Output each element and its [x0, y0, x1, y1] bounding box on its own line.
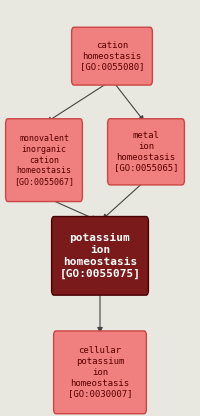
Text: monovalent
inorganic
cation
homeostasis
[GO:0055067]: monovalent inorganic cation homeostasis …: [14, 134, 74, 186]
FancyBboxPatch shape: [52, 216, 148, 295]
FancyBboxPatch shape: [6, 119, 82, 202]
Text: cation
homeostasis
[GO:0055080]: cation homeostasis [GO:0055080]: [80, 41, 144, 72]
FancyBboxPatch shape: [108, 119, 184, 185]
Text: metal
ion
homeostasis
[GO:0055065]: metal ion homeostasis [GO:0055065]: [114, 131, 178, 173]
FancyBboxPatch shape: [54, 331, 146, 414]
Text: cellular
potassium
ion
homeostasis
[GO:0030007]: cellular potassium ion homeostasis [GO:0…: [68, 346, 132, 399]
FancyBboxPatch shape: [72, 27, 152, 85]
Text: potassium
ion
homeostasis
[GO:0055075]: potassium ion homeostasis [GO:0055075]: [60, 233, 140, 279]
